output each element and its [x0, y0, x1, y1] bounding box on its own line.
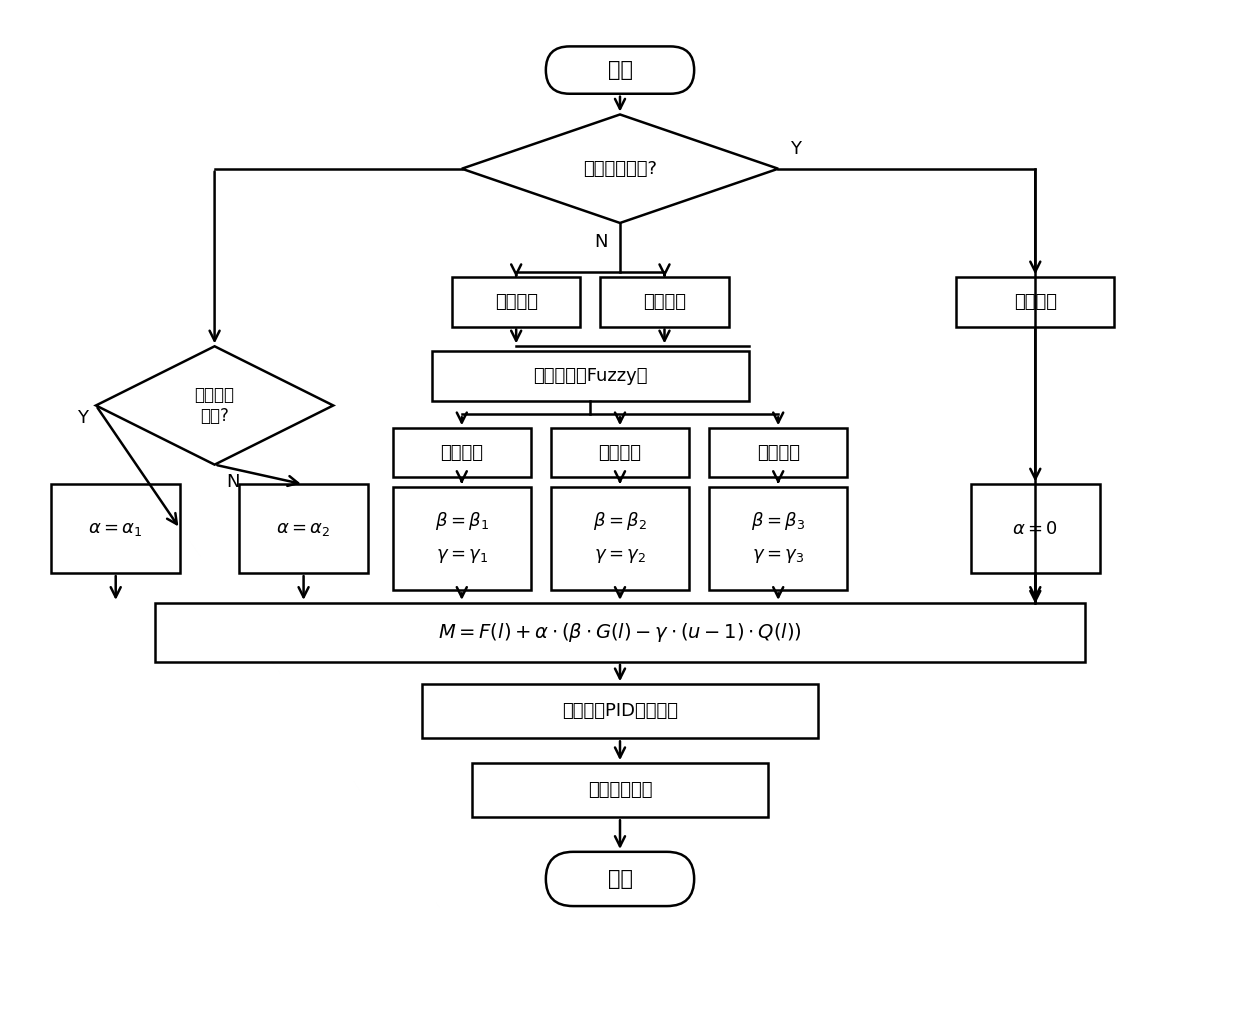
Text: 结束: 结束 [608, 869, 632, 889]
Text: 车速是否慢速?: 车速是否慢速? [583, 160, 657, 178]
FancyBboxPatch shape [546, 852, 694, 906]
Text: $\gamma=\gamma_1$: $\gamma=\gamma_1$ [435, 548, 487, 565]
Bar [709, 486, 847, 591]
Bar [709, 428, 847, 477]
Text: $\alpha=\alpha_1$: $\alpha=\alpha_1$ [88, 520, 143, 538]
Bar [956, 278, 1115, 327]
Text: 中等制动: 中等制动 [599, 443, 641, 462]
Text: 积分分离PID控制算法: 积分分离PID控制算法 [562, 702, 678, 720]
Text: $\beta=\beta_3$: $\beta=\beta_3$ [751, 510, 805, 531]
Bar [971, 484, 1100, 573]
Bar [551, 486, 689, 591]
Polygon shape [461, 115, 779, 223]
Text: 踏板速度: 踏板速度 [644, 293, 686, 311]
Text: 车速是否
中速?: 车速是否 中速? [195, 386, 234, 425]
Text: 开始: 开始 [608, 60, 632, 80]
Text: 模糊算法（Fuzzy）: 模糊算法（Fuzzy） [533, 367, 647, 385]
Text: $\alpha=0$: $\alpha=0$ [1012, 520, 1058, 538]
Text: 输出制动力矩: 输出制动力矩 [588, 781, 652, 799]
Text: N: N [595, 232, 608, 251]
Bar [432, 351, 749, 400]
Bar [551, 428, 689, 477]
Text: 紧急制动: 紧急制动 [756, 443, 800, 462]
Bar [155, 603, 1085, 662]
Text: Y: Y [77, 410, 88, 427]
Polygon shape [95, 346, 334, 465]
Bar [393, 486, 531, 591]
FancyBboxPatch shape [546, 46, 694, 94]
Text: $M=F(l)+\alpha\cdot(\beta\cdot G(l)-\gamma\cdot(u-1)\cdot Q(l))$: $M=F(l)+\alpha\cdot(\beta\cdot G(l)-\gam… [438, 621, 802, 644]
Text: 踏板位移: 踏板位移 [495, 293, 538, 311]
Bar [471, 763, 769, 817]
Text: Y: Y [790, 140, 801, 158]
Bar [51, 484, 180, 573]
Text: 基本制动: 基本制动 [1014, 293, 1056, 311]
Bar [600, 278, 729, 327]
Text: N: N [227, 472, 241, 490]
Text: $\beta=\beta_1$: $\beta=\beta_1$ [435, 510, 489, 531]
Bar [451, 278, 580, 327]
Bar [239, 484, 368, 573]
Text: $\gamma=\gamma_2$: $\gamma=\gamma_2$ [594, 548, 646, 565]
Text: $\beta=\beta_2$: $\beta=\beta_2$ [593, 510, 647, 531]
Bar [423, 684, 817, 738]
Text: 缓慢制动: 缓慢制动 [440, 443, 484, 462]
Text: $\alpha=\alpha_2$: $\alpha=\alpha_2$ [277, 520, 331, 538]
Bar [393, 428, 531, 477]
Text: $\gamma=\gamma_3$: $\gamma=\gamma_3$ [751, 548, 805, 565]
